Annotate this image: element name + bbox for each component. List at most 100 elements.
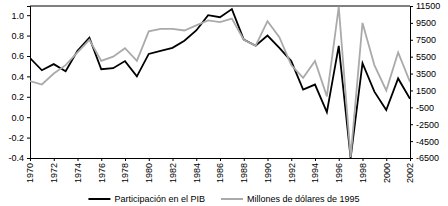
x-axis-tick: 1996 [334,158,344,183]
x-axis-tick: 1992 [287,158,297,183]
y-axis-tick-label: 0.6 [11,51,24,61]
x-axis-tick-label: 1988 [239,163,249,183]
lines [30,7,410,158]
y2-axis-tick: -2500 [410,120,439,130]
y2-axis-tick-mark [410,141,413,142]
y-axis-tick: 0.6 [11,51,30,61]
x-axis-tick-label: 2000 [382,163,392,183]
y2-axis-tick-mark [410,90,413,91]
x-axis-tick-mark [54,158,55,161]
x-axis-tick-mark [315,158,316,161]
y2-axis-tick-mark [410,6,413,7]
x-axis-tick-mark [268,158,269,161]
y2-axis-tick-mark [410,40,413,41]
y-axis-tick: -0.2 [8,133,30,143]
x-axis-tick-label: 1998 [358,163,368,183]
y2-axis-tick: 7500 [410,35,436,45]
x-axis-tick-mark [244,158,245,161]
x-axis-tick-mark [196,158,197,161]
x-axis-tick-label: 1970 [25,163,35,183]
chart: -0.4 -0.2 0.0 0.2 0.4 0.6 0.8 1.0 -6500 -4500 -250… [0,0,448,206]
y-axis-tick: 0.2 [11,92,30,102]
series-line [30,7,410,157]
x-axis-tick: 2002 [405,158,415,183]
y2-axis-tick: 1500 [410,86,436,96]
x-axis-tick-mark [339,158,340,161]
x-axis-tick: 1972 [49,158,59,183]
x-axis-tick-mark [173,158,174,161]
x-axis-tick-mark [101,158,102,161]
y-axis-tick-mark [27,56,30,57]
y-axis-tick: 0.0 [11,113,30,123]
x-axis-tick: 1984 [192,158,202,183]
x-axis-tick-mark [78,158,79,161]
y2-axis-tick: 11500 [410,1,440,11]
x-axis-tick: 1978 [120,158,130,183]
y-axis-tick-label: 0.8 [11,31,24,41]
y2-axis-tick-label: -2500 [416,120,439,130]
x-axis-tick: 2000 [382,158,392,183]
y-axis-line [27,7,31,159]
x-axis-tick-label: 1994 [310,163,320,183]
y-axis-tick-mark [27,15,30,16]
x-axis-tick-mark [125,158,126,161]
legend-swatch [88,198,110,200]
y2-axis-tick-label: -500 [416,103,434,113]
y2-axis-tick-mark [410,74,413,75]
legend-swatch [221,198,243,200]
x-axis-tick-mark [410,158,411,161]
y2-axis-tick-label: 9500 [416,18,436,28]
y2-axis-tick: -6500 [410,153,439,163]
y-axis-tick-mark [27,138,30,139]
y2-axis-tick-label: -6500 [416,153,439,163]
legend-label: Millones de dólares de 1995 [247,194,360,204]
y-axis-tick-mark [27,158,30,159]
y-axis-tick: -0.4 [8,153,30,163]
y2-axis-tick: 5500 [410,52,436,62]
y2-axis-tick-label: 7500 [416,35,436,45]
x-axis: 1970 1972 1974 1976 1978 1980 1982 1984 1986 1988… [25,158,415,183]
x-axis-tick-mark [386,158,387,161]
legend-item: Millones de dólares de 1995 [221,194,360,204]
x-axis-tick: 1998 [358,158,368,183]
x-axis-tick-label: 1990 [263,163,273,183]
x-axis-tick-label: 1986 [215,163,225,183]
x-axis-tick: 1980 [144,158,154,183]
y-axis-tick-label: 0.0 [11,113,24,123]
y2-axis-tick: -500 [410,103,434,113]
y-axis-tick: 1.0 [11,11,30,21]
y-axis-tick-mark [27,117,30,118]
y-axis-tick-mark [27,36,30,37]
y2-axis-tick-mark [410,23,413,24]
x-axis-tick: 1976 [97,158,107,183]
y-axis: -0.4 -0.2 0.0 0.2 0.4 0.6 0.8 1.0 [8,7,30,164]
x-axis-tick-mark [149,158,150,161]
legend-label: Participación en el PIB [114,194,205,204]
y2-axis: -6500 -4500 -2500 -500 1500 3500 5500 7500 9500 1… [410,1,440,163]
plot: -0.4 -0.2 0.0 0.2 0.4 0.6 0.8 1.0 -6500 -4500 -250… [8,1,440,183]
x-axis-tick: 1974 [73,158,83,183]
x-axis-line [31,159,411,162]
x-axis-tick: 1986 [215,158,225,183]
y2-axis-tick-label: -4500 [416,136,439,146]
x-axis-tick-label: 1972 [49,163,59,183]
y-axis-tick-label: 1.0 [11,11,24,21]
x-axis-tick-label: 1978 [120,163,130,183]
x-axis-tick: 1994 [310,158,320,183]
y-axis-tick-label: 0.4 [11,72,24,82]
x-axis-tick-mark [291,158,292,161]
x-axis-tick-label: 1982 [168,163,178,183]
y2-axis-tick-mark [410,57,413,58]
x-axis-tick-label: 1976 [97,163,107,183]
y2-axis-tick: 3500 [410,69,436,79]
y-axis-tick-label: -0.2 [8,133,24,143]
y2-axis-tick-mark [410,107,413,108]
x-axis-tick-label: 1992 [287,163,297,183]
y2-axis-tick: 9500 [410,18,436,28]
x-axis-tick: 1970 [25,158,35,183]
x-axis-tick-label: 2002 [405,163,415,183]
y2-axis-line [411,7,414,159]
y-axis-tick-mark [27,97,30,98]
y-axis-tick: 0.4 [11,72,30,82]
y-axis-tick-label: -0.4 [8,153,24,163]
